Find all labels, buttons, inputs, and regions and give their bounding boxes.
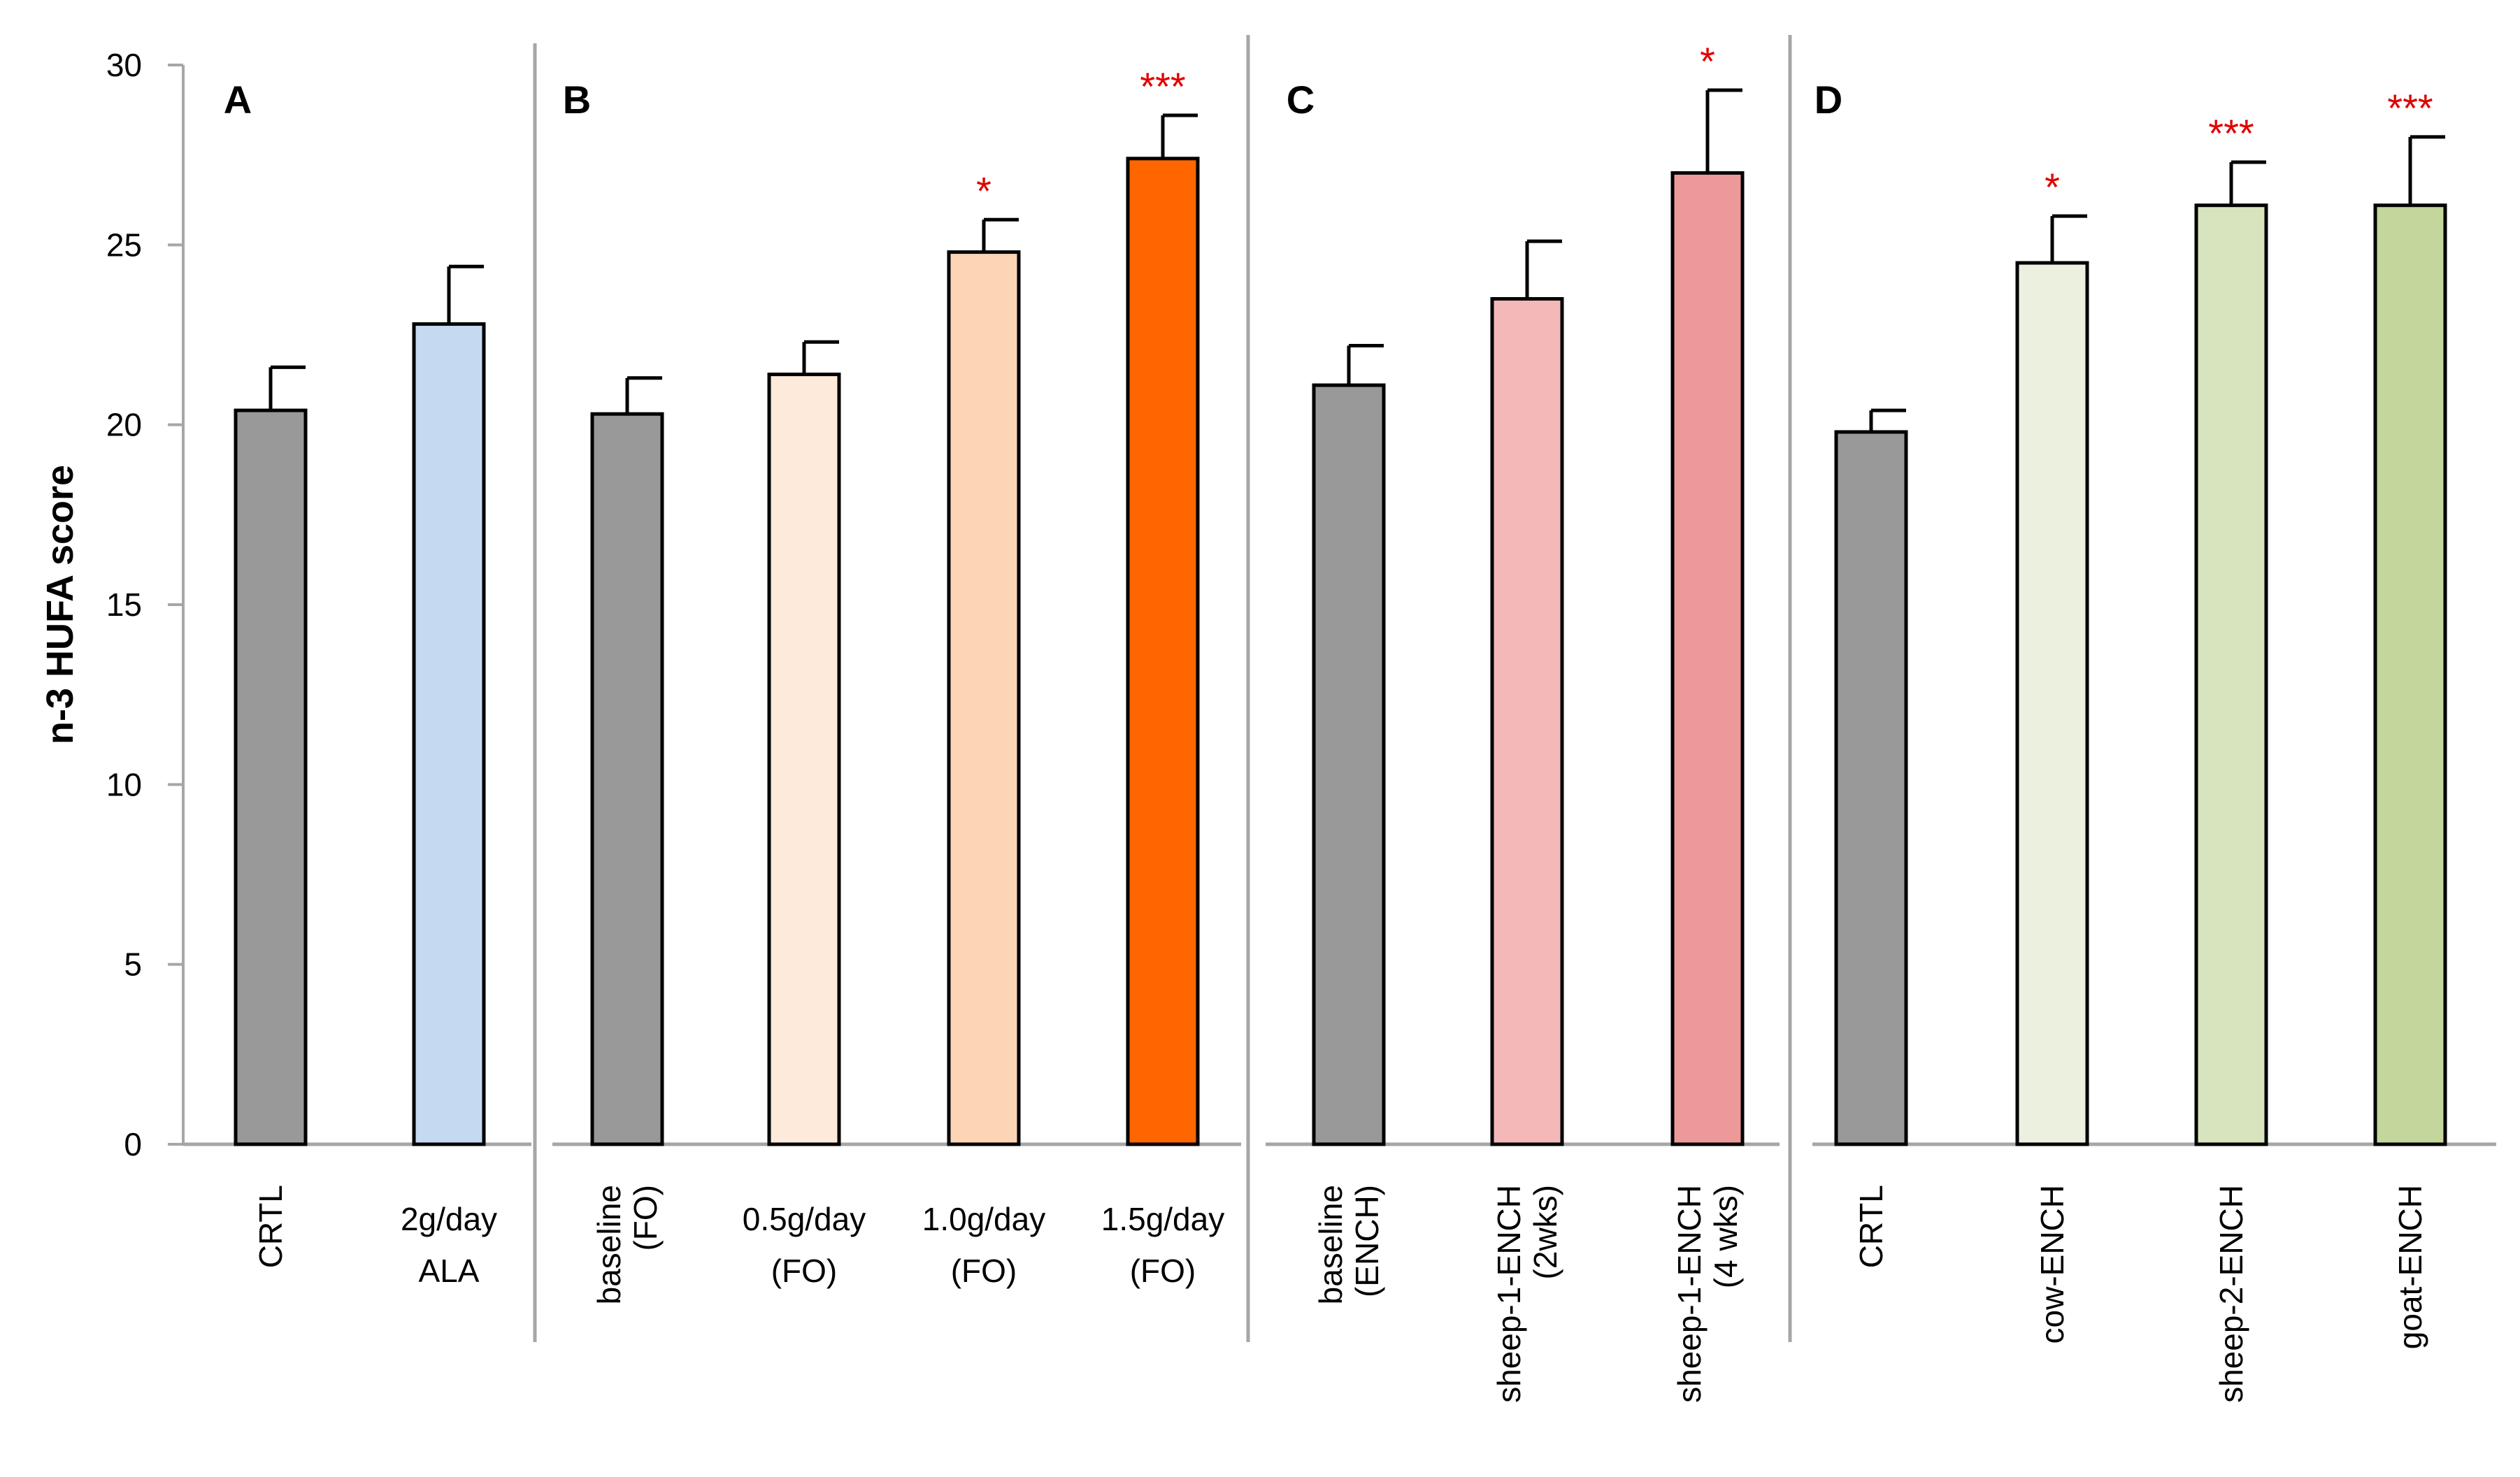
category-label-line: 1.0g/day [922, 1201, 1045, 1237]
category-label-line: (4 wks) [1708, 1185, 1744, 1288]
category-label: 0.5g/day (FO) [743, 1201, 866, 1289]
y-tick-label: 20 [106, 407, 142, 443]
bar [2194, 203, 2268, 1146]
category-label-line: 0.5g/day [743, 1201, 866, 1237]
category-label: sheep-1-ENCH (2wks) [1491, 1185, 1563, 1403]
y-tick-label: 10 [106, 766, 142, 802]
significance-marker: * [976, 168, 991, 212]
category-label-line: 1.5g/day [1101, 1201, 1224, 1237]
category-label-line: goat-ENCH [2392, 1185, 2428, 1349]
category-label: 2g/day ALA [401, 1201, 497, 1289]
category-label-line: (ENCH) [1349, 1185, 1385, 1297]
bar [590, 412, 664, 1146]
y-tick-label: 15 [106, 586, 142, 623]
significance-marker: *** [1140, 64, 1185, 108]
category-label: CRTL [252, 1185, 289, 1268]
y-tick-label: 0 [124, 1126, 142, 1162]
bar [1126, 157, 1200, 1146]
category-label-line: baseline [1312, 1185, 1349, 1304]
category-label: sheep-1-ENCH (4 wks) [1671, 1185, 1744, 1403]
panel-label: C [1287, 78, 1315, 122]
category-label-line: (FO) [1130, 1253, 1196, 1289]
panel-label: D [1814, 78, 1842, 122]
significance-marker: * [1700, 39, 1715, 83]
y-tick-label: 25 [106, 226, 142, 263]
y-axis-title: n-3 HUFA score [39, 465, 81, 744]
category-label: 1.5g/day (FO) [1101, 1201, 1224, 1289]
bar [2015, 261, 2089, 1146]
category-label-line: baseline [591, 1185, 627, 1304]
category-label-line: cow-ENCH [2034, 1185, 2070, 1343]
bars-layer [234, 88, 2447, 1146]
bar [767, 373, 841, 1146]
significance-marker: * [2045, 165, 2060, 209]
category-label: goat-ENCH [2392, 1185, 2428, 1349]
category-label-line: sheep-2-ENCH [2213, 1185, 2249, 1403]
bar [1490, 297, 1564, 1146]
y-tick-label: 30 [106, 47, 142, 83]
category-label: CRTL [1853, 1185, 1889, 1268]
category-label-line: (FO) [771, 1253, 838, 1289]
bar [1834, 430, 1908, 1146]
category-label-line: (FO) [951, 1253, 1017, 1289]
category-label-line: sheep-1-ENCH [1491, 1185, 1527, 1403]
category-label-line: 2g/day [401, 1201, 497, 1237]
bar [234, 408, 308, 1146]
category-label: 1.0g/day (FO) [922, 1201, 1045, 1289]
category-label: cow-ENCH [2034, 1185, 2070, 1343]
category-label: baseline (ENCH) [1312, 1185, 1385, 1304]
bar [2373, 203, 2447, 1146]
bar [947, 250, 1021, 1146]
labels-layer: 0 5 10 15 20 25 30 n-3 HUFA score A CRTL 2g/day ALA… [39, 39, 2433, 1403]
bar [412, 322, 486, 1146]
panel-label: A [224, 78, 252, 122]
category-label-line: CRTL [252, 1185, 289, 1268]
category-label-line: ALA [419, 1253, 480, 1289]
category-label-line: (FO) [627, 1185, 664, 1251]
category-label-line: CRTL [1853, 1185, 1889, 1268]
panel-label: B [563, 78, 591, 122]
significance-marker: *** [2208, 111, 2254, 155]
bar [1312, 383, 1386, 1146]
category-label-line: sheep-1-ENCH [1671, 1185, 1708, 1403]
significance-marker: *** [2387, 86, 2433, 130]
y-tick-label: 5 [124, 946, 142, 983]
category-label: baseline (FO) [591, 1185, 664, 1304]
category-label: sheep-2-ENCH [2213, 1185, 2249, 1403]
category-label-line: (2wks) [1527, 1185, 1563, 1279]
bar [1670, 171, 1745, 1146]
